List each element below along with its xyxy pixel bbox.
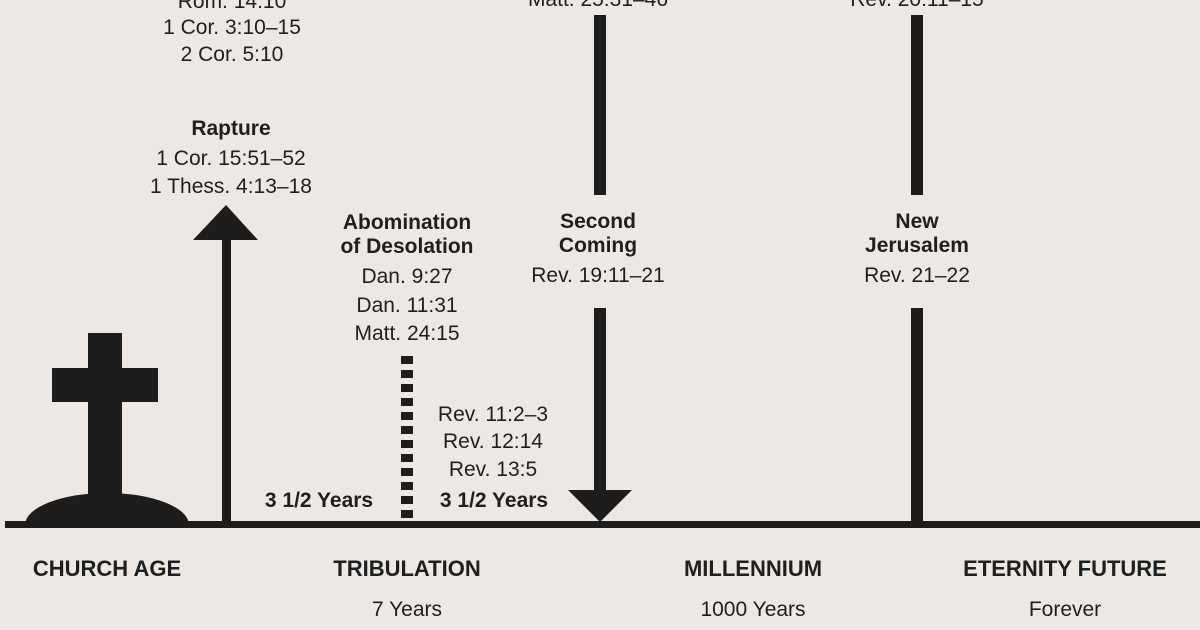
ref: Matt. 24:15 xyxy=(354,322,459,345)
ref: Dan. 9:27 xyxy=(361,265,452,288)
ref: Rev. 11:2–3 xyxy=(438,403,548,426)
event-title: Rapture xyxy=(191,117,270,140)
new-jerusalem-post xyxy=(911,308,923,525)
ref: Dan. 11:31 xyxy=(356,294,457,317)
new-jerusalem-bar xyxy=(911,15,923,195)
period-duration: 1000 Years xyxy=(700,598,805,621)
event-title: Jerusalem xyxy=(865,234,969,257)
period-duration: Forever xyxy=(1029,598,1101,621)
event-title: New xyxy=(895,210,939,233)
ref: Rev. 20:11–15 xyxy=(850,0,984,11)
half-label: 3 1/2 Years xyxy=(440,489,548,512)
ref: Rev. 13:5 xyxy=(449,458,537,481)
ref: Rev. 12:14 xyxy=(443,430,543,453)
ref: 1 Cor. 3:10–15 xyxy=(163,16,301,39)
period-name: MILLENNIUM xyxy=(684,556,822,581)
cross-beam xyxy=(52,368,158,402)
baseline xyxy=(5,521,1200,528)
second-coming-arrow-head xyxy=(568,490,632,522)
ref: 1 Thess. 4:13–18 xyxy=(150,175,312,198)
period-name: ETERNITY FUTURE xyxy=(963,556,1167,581)
second-coming-shaft xyxy=(594,308,606,493)
rapture-arrow-shaft xyxy=(222,236,231,526)
event-title: Second xyxy=(560,210,636,233)
ref: Rom. 14:10 xyxy=(178,0,287,13)
period-name: TRIBULATION xyxy=(333,556,480,581)
ref: Rev. 21–22 xyxy=(864,264,970,287)
cross-post xyxy=(88,333,122,523)
ref: 2 Cor. 5:10 xyxy=(181,43,284,66)
period-name: CHURCH AGE xyxy=(33,556,181,581)
ref: 1 Cor. 15:51–52 xyxy=(156,147,305,170)
rapture-arrow-head xyxy=(193,205,258,240)
event-title: Abomination xyxy=(343,211,471,234)
second-coming-bar xyxy=(594,15,606,195)
half-label: 3 1/2 Years xyxy=(265,489,373,512)
event-title: of Desolation xyxy=(340,235,473,258)
ref: Rev. 19:11–21 xyxy=(531,264,665,287)
event-title: Coming xyxy=(559,234,637,257)
ref: Matt. 25:31–46 xyxy=(528,0,668,11)
period-duration: 7 Years xyxy=(372,598,442,621)
